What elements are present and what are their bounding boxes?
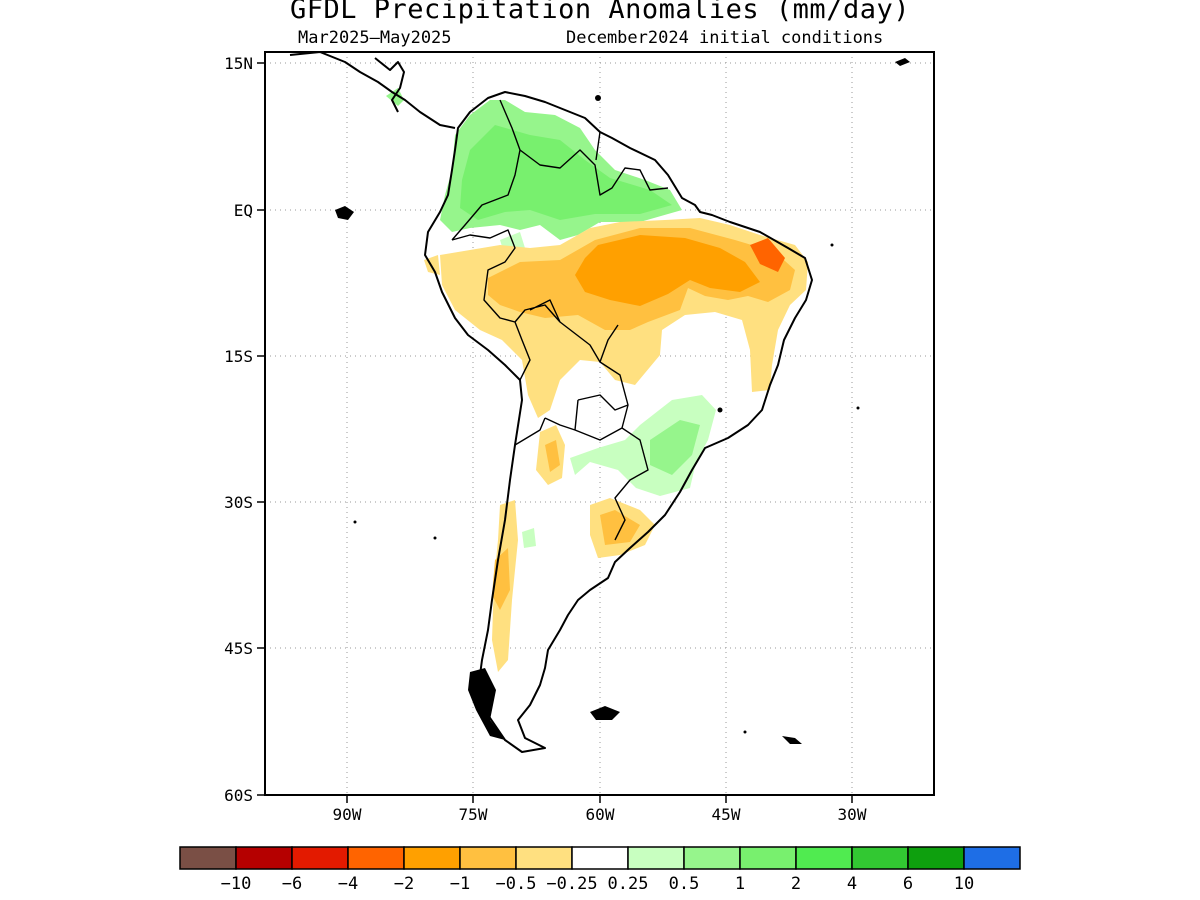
colorbar-swatch <box>235 846 293 870</box>
colorbar-swatch <box>627 846 685 870</box>
lon-tick-label: 60W <box>586 805 615 824</box>
colorbar-swatch <box>179 846 237 870</box>
colorbar-swatch <box>291 846 349 870</box>
anomaly-wet-north-strong <box>460 125 672 220</box>
colorbar-swatch <box>459 846 517 870</box>
anomaly-dry-argentina-core <box>545 440 560 472</box>
latitude-axis: 15N EQ 15S 30S 45S 60S <box>224 54 265 805</box>
lat-tick-label: 60S <box>224 786 253 805</box>
season-label: Mar2025—May2025 <box>298 28 452 48</box>
falkland-islands <box>590 706 620 720</box>
lat-tick-label: 45S <box>224 639 253 658</box>
colorbar-label: 6 <box>903 874 913 894</box>
central-america-inner <box>374 57 405 113</box>
colorbar-swatch <box>347 846 405 870</box>
caribbean-islands <box>895 58 910 66</box>
lon-tick-label: 30W <box>838 805 867 824</box>
colorbar-label: −6 <box>282 874 302 894</box>
trinidad-island <box>595 95 601 101</box>
central-america-outline <box>289 52 456 129</box>
colorbar-label: −1 <box>450 874 470 894</box>
colorbar-label: −2 <box>394 874 414 894</box>
fernando-island <box>830 243 834 247</box>
anomaly-fields <box>386 88 808 672</box>
coastal-island <box>743 730 747 734</box>
colorbar-swatch <box>571 846 629 870</box>
colorbar-label: −4 <box>338 874 358 894</box>
lat-tick-label: EQ <box>234 201 253 220</box>
colorbar-label: 4 <box>847 874 857 894</box>
colorbar-label: −0.25 <box>546 874 597 894</box>
map-title: GFDL Precipitation Anomalies (mm/day) <box>290 0 910 25</box>
colorbar-swatch <box>403 846 461 870</box>
longitude-axis: 90W 75W 60W 45W 30W <box>333 795 867 824</box>
islands <box>335 58 910 744</box>
colorbar-label: 1 <box>735 874 745 894</box>
colorbar-swatch <box>515 846 573 870</box>
south-america-outline <box>424 91 813 753</box>
chiloe-archipelago <box>468 668 505 740</box>
coastal-island <box>717 407 723 413</box>
colorbar-label: −0.5 <box>496 874 537 894</box>
anomaly-wet-patch <box>522 528 536 548</box>
colorbar-label: 0.25 <box>608 874 649 894</box>
lat-tick-label: 15N <box>224 54 253 73</box>
coastal-island <box>433 536 437 540</box>
colorbar-label: 0.5 <box>669 874 700 894</box>
juan-fernandez-island <box>353 520 357 524</box>
lon-tick-label: 75W <box>459 805 488 824</box>
colorbar-swatch <box>851 846 909 870</box>
anomaly-dry-amazon-strong <box>575 235 760 306</box>
anomaly-wet-southeast-strong <box>650 420 700 475</box>
anomaly-wet-southeast <box>570 395 716 496</box>
colorbar-label: −10 <box>221 874 252 894</box>
colorbar-label: 10 <box>954 874 974 894</box>
trindade-island <box>856 406 860 410</box>
country-borders <box>451 99 669 541</box>
colorbar-swatch <box>795 846 853 870</box>
colorbar-swatch <box>907 846 965 870</box>
south-georgia <box>782 736 802 744</box>
colorbar-swatch <box>963 846 1021 870</box>
galapagos-islands <box>335 206 354 220</box>
anomaly-dry-northeast-max <box>750 238 785 272</box>
lat-tick-label: 15S <box>224 347 253 366</box>
init-conditions-label: December2024 initial conditions <box>566 28 884 48</box>
colorbar-swatch <box>683 846 741 870</box>
map-area <box>265 52 934 795</box>
lat-tick-label: 30S <box>224 493 253 512</box>
coastlines <box>289 52 813 753</box>
lon-tick-label: 45W <box>712 805 741 824</box>
colorbar-label: 2 <box>791 874 801 894</box>
lon-tick-label: 90W <box>333 805 362 824</box>
anomaly-dry-uruguay-core <box>600 510 640 545</box>
colorbar: −10 −6 −4 −2 −1 −0.5 −0.25 0.25 0.5 1 2 4 6 10 <box>179 846 1021 894</box>
colorbar-swatch <box>739 846 797 870</box>
